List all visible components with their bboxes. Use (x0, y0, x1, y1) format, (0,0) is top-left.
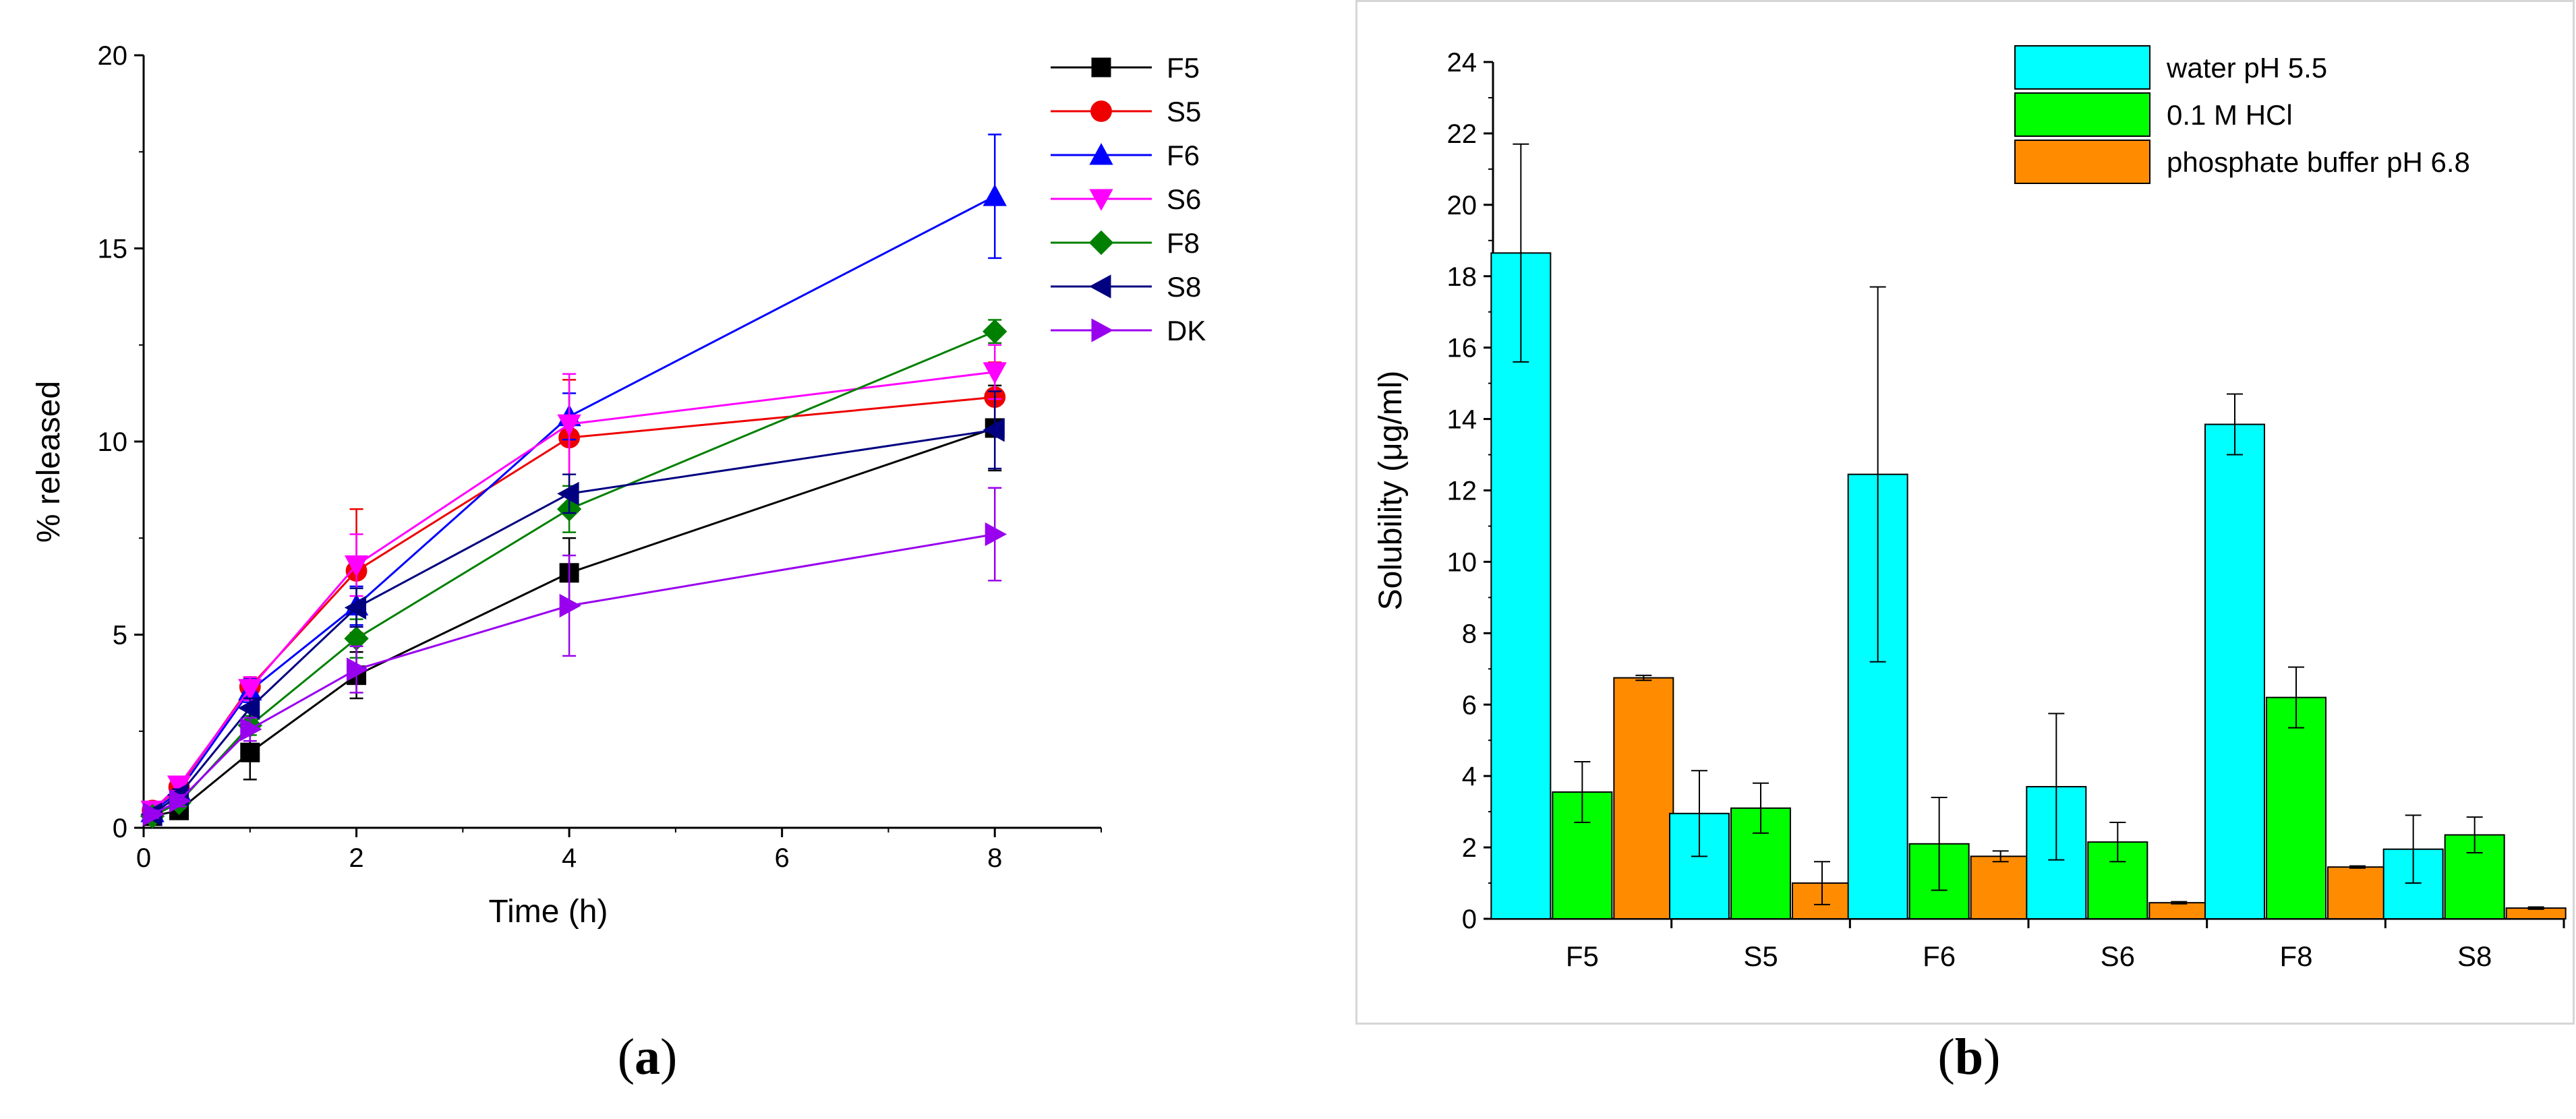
y-tick-label-a: 20 (98, 41, 128, 71)
release-line-chart: 0 5 10 15 20 0 2 4 6 8 Time (h) % released F5 S5 F6 S6 F… (31, 41, 1206, 930)
x-tick-label-F8: F8 (2279, 940, 2312, 972)
point-F8 (983, 319, 1007, 344)
legend-label-F5: F5 (1167, 52, 1200, 84)
y-axis-title-b: Solubility (μg/ml) (1373, 371, 1409, 611)
legend-marker-F6 (1089, 143, 1113, 165)
point-DK (169, 789, 192, 813)
x-tick-label-a: 8 (987, 843, 1002, 873)
y-tick-label-b: 10 (1447, 547, 1477, 577)
legend-marker-S6 (1089, 189, 1113, 211)
x-tick-label-S6: S6 (2101, 940, 2135, 972)
point-DK (347, 657, 369, 682)
y-tick-label-b: 22 (1447, 119, 1477, 149)
legend-label-1: 0.1 M HCl (2167, 99, 2293, 131)
legend-swatch-1 (2014, 92, 2150, 137)
x-tick-label-S5: S5 (1743, 940, 1778, 972)
y-tick-label-a: 15 (98, 235, 128, 264)
x-tick-label-a: 4 (562, 843, 577, 873)
point-DK (240, 717, 262, 742)
x-tick-label-F5: F5 (1566, 940, 1599, 972)
bar-F8-1 (2266, 696, 2326, 919)
y-tick-label-b: 16 (1447, 334, 1477, 363)
point-S8 (557, 481, 579, 506)
legend-marker-F8 (1088, 230, 1114, 255)
legend-label-F6: F6 (1167, 140, 1200, 171)
y-axis-title-a: % released (31, 381, 67, 543)
bar-S6-2 (2148, 902, 2210, 919)
point-DK (142, 802, 165, 826)
bar-F8-2 (2327, 866, 2388, 920)
legend-label-S5: S5 (1167, 96, 1201, 127)
point-S8 (344, 595, 367, 620)
point-S6 (557, 414, 581, 437)
legend-label-DK: DK (1167, 315, 1206, 346)
y-tick-label-b: 18 (1447, 262, 1477, 292)
point-S8 (983, 418, 1005, 442)
bar-F5-2 (1613, 677, 1674, 919)
point-S6 (983, 362, 1007, 384)
x-axis-title-a: Time (h) (489, 894, 608, 930)
legend-marker-DK (1091, 318, 1113, 342)
x-tick-label-F6: F6 (1923, 940, 1956, 972)
y-tick-label-b: 24 (1447, 48, 1477, 78)
legend-label-S6: S6 (1167, 183, 1201, 215)
bar-F5-0 (1490, 252, 1552, 919)
bar-F6-2 (1970, 855, 2031, 919)
point-DK (559, 593, 581, 618)
y-tick-label-b: 14 (1447, 405, 1477, 435)
point-F6 (983, 184, 1007, 206)
caption-a: (a) (617, 1029, 678, 1085)
x-tick-label-a: 0 (136, 843, 151, 873)
legend-marker-S5 (1090, 100, 1112, 122)
series-DK (142, 487, 1007, 826)
point-DK (985, 522, 1007, 547)
legend-label-S8: S8 (1167, 271, 1201, 303)
y-tick-label-b: 12 (1447, 477, 1477, 506)
point-F5 (240, 742, 260, 762)
legend-label-2: phosphate buffer pH 6.8 (2167, 146, 2470, 178)
y-tick-label-b: 20 (1447, 191, 1477, 220)
point-S6 (344, 555, 369, 578)
caption-b: (b) (1937, 1029, 2001, 1085)
point-S6 (238, 679, 262, 701)
x-tick-label-a: 2 (349, 843, 363, 873)
y-tick-label-b: 4 (1462, 762, 1477, 791)
x-tick-label-a: 6 (775, 843, 790, 873)
point-S8 (237, 696, 260, 721)
y-tick-label-a: 5 (113, 621, 127, 651)
y-tick-label-a: 10 (98, 427, 128, 457)
panel-b-frame (1355, 0, 2575, 1025)
legend-marker-S8 (1089, 274, 1111, 299)
bar-S8-0 (2382, 848, 2444, 919)
legend-swatch-0 (2014, 45, 2150, 90)
legend-label-F8: F8 (1167, 227, 1200, 259)
y-tick-label-a: 0 (113, 814, 127, 843)
x-tick-label-S8: S8 (2457, 940, 2492, 972)
y-tick-label-b: 2 (1462, 833, 1477, 863)
y-tick-label-b: 6 (1462, 690, 1477, 720)
legend-swatch-2 (2014, 140, 2150, 184)
y-tick-label-b: 8 (1462, 619, 1477, 648)
legend-marker-F5 (1091, 57, 1111, 78)
legend-label-0: water pH 5.5 (2166, 52, 2327, 84)
y-tick-label-b: 0 (1462, 905, 1477, 934)
bar-F8-0 (2204, 423, 2265, 919)
